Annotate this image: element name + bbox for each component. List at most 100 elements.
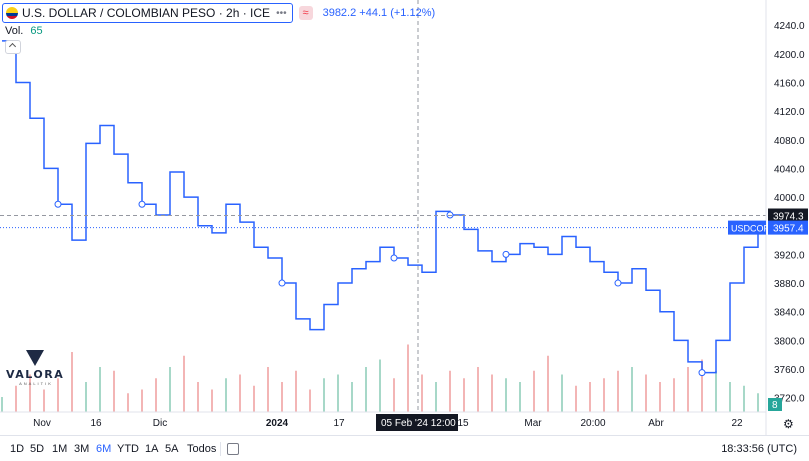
timeframe-todos[interactable]: Todos [187, 443, 217, 455]
timeframe-1a[interactable]: 1A [145, 443, 159, 455]
ellipsis-icon[interactable]: ••• [276, 7, 287, 19]
volume-bar [575, 385, 577, 412]
volume-bar [127, 393, 129, 412]
dividend-marker-icon[interactable] [446, 211, 454, 219]
price-axis[interactable]: 4240.0 4200.0 4160.0 4120.0 4080.0 4040.0 4000… [728, 0, 808, 436]
volume-bar [659, 382, 661, 412]
volume-bar [491, 374, 493, 412]
symbol-selector[interactable]: U.S. DOLLAR / COLOMBIAN PESO · 2h · ICE … [2, 3, 293, 23]
time-tick-label: 2024 [266, 418, 289, 429]
volume-bar [743, 385, 745, 412]
volume-bar [309, 389, 311, 412]
volume-bar [351, 382, 353, 412]
price-quote: 3982.2 +44.1 (+1.12%) [323, 7, 436, 19]
price-tick-label: 4160.0 [774, 78, 805, 89]
volume-label: Vol. [5, 25, 24, 37]
volume-bar [225, 378, 227, 412]
series-price-label: USDCOP 3957.4 [728, 220, 808, 235]
dividend-marker-icon[interactable] [614, 279, 622, 287]
price-tick-label: 3800.0 [774, 336, 805, 347]
volume-bar [701, 359, 703, 412]
volume-bar [295, 370, 297, 412]
volume-bar [407, 344, 409, 412]
volume-bar [631, 367, 633, 412]
price-tick-label: 3840.0 [774, 308, 805, 319]
volume-bar [169, 367, 171, 412]
timeframe-1d[interactable]: 1D [10, 443, 25, 455]
price-chart[interactable]: 4240.0 4200.0 4160.0 4120.0 4080.0 4040.0 4000… [0, 0, 809, 436]
calendar-icon[interactable] [227, 443, 239, 455]
price-tick-label: 4080.0 [774, 136, 805, 147]
price-tick-label: 4240.0 [774, 21, 805, 32]
volume-bar [561, 374, 563, 412]
symbol-legend: U.S. DOLLAR / COLOMBIAN PESO · 2h · ICE … [2, 3, 436, 23]
price-tick-label: 3920.0 [774, 250, 805, 261]
volume-bar [449, 370, 451, 412]
volume-bar [505, 378, 507, 412]
approx-equals-icon[interactable]: ≈ [298, 6, 313, 20]
volume-bar [155, 378, 157, 412]
volume-bar [141, 389, 143, 412]
svg-text:3957.4: 3957.4 [773, 224, 804, 235]
bottom-toolbar: 1D 5D 1M 3M 6M YTD 1A 5A Todos 18:33:56 (UTC) [0, 435, 809, 461]
time-tick-label: Mar [524, 418, 542, 429]
logo-name: VALORA [6, 368, 65, 381]
volume-bar [757, 393, 759, 412]
timeframe-ytd[interactable]: YTD [117, 443, 139, 455]
volume-bar [715, 370, 717, 412]
volume-bar [477, 367, 479, 412]
utc-clock[interactable]: 18:33:56 (UTC) [721, 443, 797, 455]
volume-bar [435, 382, 437, 412]
svg-text:8: 8 [772, 400, 778, 411]
volume-value: 65 [30, 25, 43, 37]
volume-legend: Vol. 65 [5, 25, 43, 37]
logo-mark-icon [26, 350, 44, 366]
volume-bar [99, 367, 101, 412]
volume-bar [183, 355, 185, 412]
price-change: +44.1 [359, 7, 388, 19]
volume-bar [211, 389, 213, 412]
volume-bar [15, 385, 17, 412]
volume-bar [85, 382, 87, 412]
dividend-marker-icon[interactable] [502, 250, 510, 258]
volume-bar [337, 374, 339, 412]
timeframe-5d[interactable]: 5D [30, 443, 45, 455]
volume-bar [43, 389, 45, 412]
dividend-marker-icon[interactable] [698, 369, 706, 377]
time-axis[interactable]: Nov 16 Dic 2024 17 15 Mar 20:00 Abr 22 05 Feb '24 … [0, 411, 766, 431]
svg-text:3974.3: 3974.3 [773, 212, 804, 223]
volume-badge: 8 [768, 398, 782, 411]
volume-bar [239, 374, 241, 412]
volume-bar [421, 374, 423, 412]
price-tick-label: 4000.0 [774, 193, 805, 204]
volume-bar [57, 378, 59, 412]
colombia-flag-icon [6, 7, 18, 19]
volume-bars [1, 344, 759, 412]
timeframe-1m[interactable]: 1M [52, 443, 68, 455]
dividend-marker-icon[interactable] [390, 254, 398, 262]
volume-bar [365, 367, 367, 412]
volume-bar [1, 397, 3, 412]
time-tick-label: 16 [90, 418, 102, 429]
time-tick-label: Abr [648, 418, 664, 429]
timeframe-5a[interactable]: 5A [165, 443, 179, 455]
volume-bar [603, 378, 605, 412]
price-tick-label: 3720.0 [774, 394, 805, 405]
logo-sub: ANALITIK [19, 381, 53, 386]
volume-bar [253, 385, 255, 412]
price-tick-label: 4120.0 [774, 107, 805, 118]
time-tick-label: 15 [457, 418, 469, 429]
dividend-marker-icon[interactable] [138, 200, 146, 208]
dividend-marker-icon[interactable] [278, 279, 286, 287]
gear-icon[interactable]: ⚙ [783, 417, 794, 431]
dividend-marker-icon[interactable] [54, 200, 62, 208]
volume-bar [519, 382, 521, 412]
price-line [2, 40, 759, 377]
crosshair [0, 0, 766, 412]
time-tick-label: 17 [333, 418, 345, 429]
collapse-legend-button[interactable] [5, 40, 21, 54]
timeframe-6m[interactable]: 6M [96, 443, 112, 455]
volume-bar [71, 352, 73, 412]
volume-bar [673, 378, 675, 412]
timeframe-3m[interactable]: 3M [74, 443, 90, 455]
